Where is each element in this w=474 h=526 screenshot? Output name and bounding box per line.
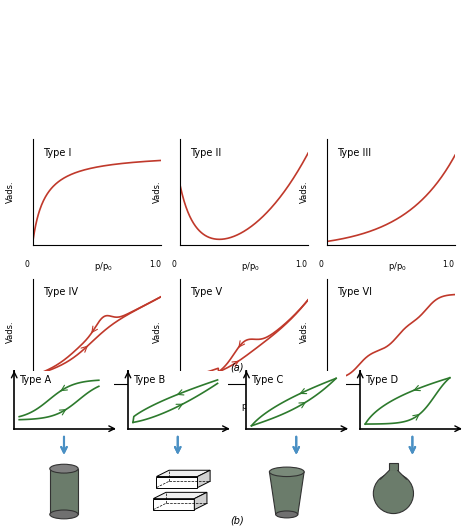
Text: 0: 0	[171, 400, 176, 409]
Ellipse shape	[269, 467, 304, 477]
Polygon shape	[156, 470, 210, 477]
Text: Type B: Type B	[133, 376, 165, 386]
Polygon shape	[153, 492, 207, 499]
X-axis label: p/p$_0$: p/p$_0$	[241, 400, 260, 413]
Text: 0: 0	[24, 400, 29, 409]
Text: 1.0: 1.0	[296, 400, 308, 409]
Text: (a): (a)	[230, 363, 244, 373]
Text: 1.0: 1.0	[443, 400, 455, 409]
X-axis label: p/p$_0$: p/p$_0$	[94, 400, 113, 413]
Text: Type I: Type I	[44, 148, 72, 158]
Text: 1.0: 1.0	[296, 260, 308, 269]
Text: Type V: Type V	[191, 287, 222, 297]
Text: Vads.: Vads.	[300, 180, 309, 204]
Polygon shape	[389, 463, 398, 471]
Polygon shape	[198, 470, 210, 488]
Polygon shape	[269, 472, 304, 514]
X-axis label: p/p$_0$: p/p$_0$	[388, 400, 407, 413]
Text: 0: 0	[24, 260, 29, 269]
X-axis label: p/p$_0$: p/p$_0$	[241, 260, 260, 274]
Text: Type IV: Type IV	[44, 287, 78, 297]
Text: Vads.: Vads.	[6, 320, 15, 343]
Text: 1.0: 1.0	[443, 260, 455, 269]
Text: Type C: Type C	[251, 376, 284, 386]
Polygon shape	[156, 477, 198, 488]
Text: Vads.: Vads.	[153, 180, 162, 204]
Ellipse shape	[50, 510, 78, 519]
Text: 1.0: 1.0	[149, 260, 161, 269]
Text: Vads.: Vads.	[300, 320, 309, 343]
Text: Vads.: Vads.	[6, 180, 15, 204]
Ellipse shape	[374, 473, 413, 513]
Text: (b): (b)	[230, 515, 244, 525]
Text: Vads.: Vads.	[153, 320, 162, 343]
Text: Type III: Type III	[337, 148, 372, 158]
Ellipse shape	[276, 511, 298, 518]
Polygon shape	[153, 499, 194, 510]
Text: 1.0: 1.0	[149, 400, 161, 409]
Text: 0: 0	[318, 260, 323, 269]
Text: Type D: Type D	[365, 376, 398, 386]
Text: Type A: Type A	[19, 376, 51, 386]
X-axis label: p/p$_0$: p/p$_0$	[388, 260, 407, 274]
Text: 0: 0	[171, 260, 176, 269]
Text: Type II: Type II	[191, 148, 222, 158]
Text: Type VI: Type VI	[337, 287, 372, 297]
Polygon shape	[194, 492, 207, 510]
X-axis label: p/p$_0$: p/p$_0$	[94, 260, 113, 274]
Ellipse shape	[50, 464, 78, 473]
Polygon shape	[381, 471, 406, 479]
Text: 0: 0	[318, 400, 323, 409]
Polygon shape	[50, 469, 78, 514]
